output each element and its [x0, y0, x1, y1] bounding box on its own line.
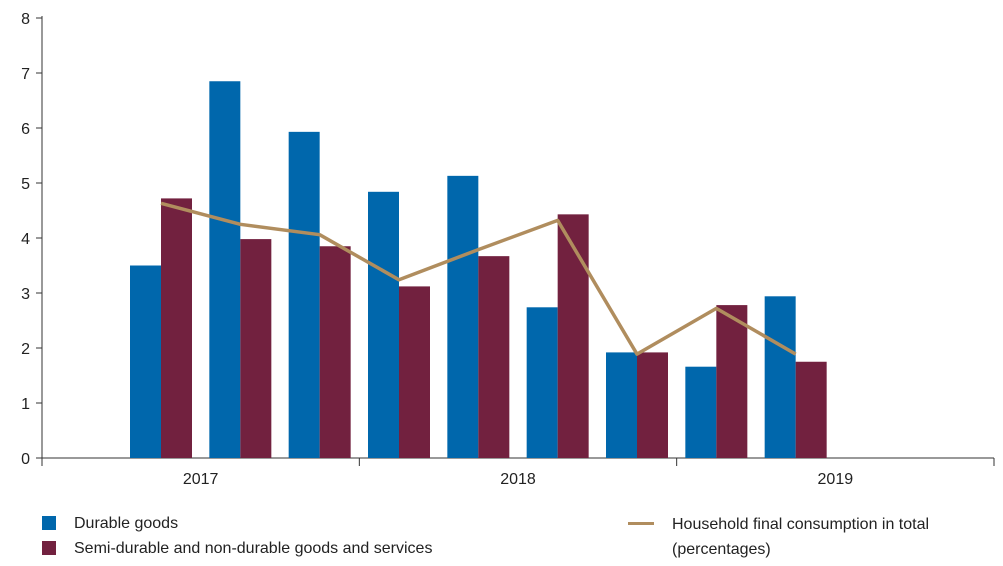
y-tick-label: 7 — [21, 66, 30, 83]
legend-swatch-durable — [42, 516, 56, 530]
legend-item-semi: Semi-durable and non-durable goods and s… — [42, 539, 432, 564]
y-tick-label: 1 — [21, 396, 30, 413]
bar-semi-durable — [161, 198, 192, 458]
y-tick-label: 4 — [21, 231, 30, 248]
legend-item-total: Household final consumption in total (pe… — [628, 514, 998, 558]
bar-semi-durable — [795, 361, 827, 458]
bar-semi-durable — [319, 246, 351, 458]
x-tick-label: 2017 — [183, 471, 219, 488]
bar-durable — [447, 175, 479, 458]
bar-durable — [288, 131, 320, 458]
bar-semi-durable — [478, 256, 510, 458]
chart: 0 1 2 3 4 5 6 7 8 2017 2018 2019 — [21, 11, 995, 488]
x-tick-label: 2018 — [500, 471, 536, 488]
bar-durable — [368, 191, 399, 459]
legend-right: Household final consumption in total (pe… — [628, 514, 998, 558]
legend-swatch-semi — [42, 541, 56, 555]
x-tick-label: 2019 — [818, 471, 854, 488]
bar-semi-durable — [637, 352, 668, 458]
y-tick-label: 8 — [21, 11, 30, 28]
legend-label-durable: Durable goods — [74, 515, 179, 532]
y-tick-label: 2 — [21, 341, 30, 358]
bar-semi-durable — [716, 305, 748, 458]
y-tick-label: 5 — [21, 176, 30, 193]
y-tick-label: 3 — [21, 286, 30, 303]
y-tick-label: 6 — [21, 121, 30, 138]
bar-durable — [526, 307, 558, 458]
y-tick-label: 0 — [21, 451, 30, 468]
line-household-total — [160, 201, 797, 356]
bar-durable — [209, 81, 241, 458]
bar-durable — [606, 352, 637, 458]
bar-durable — [130, 265, 161, 458]
legend-swatch-total — [628, 522, 654, 525]
legend-left: Durable goods Semi-durable and non-durab… — [42, 514, 432, 564]
legend-label-total: Household final consumption in total (pe… — [672, 516, 930, 558]
bar-semi-durable — [557, 214, 589, 458]
legend-item-durable: Durable goods — [42, 514, 432, 539]
bar-durable — [764, 296, 796, 458]
bar-semi-durable — [240, 239, 272, 458]
legend-label-semi: Semi-durable and non-durable goods and s… — [74, 540, 433, 557]
bar-semi-durable — [399, 286, 430, 458]
bar-durable — [685, 366, 717, 458]
